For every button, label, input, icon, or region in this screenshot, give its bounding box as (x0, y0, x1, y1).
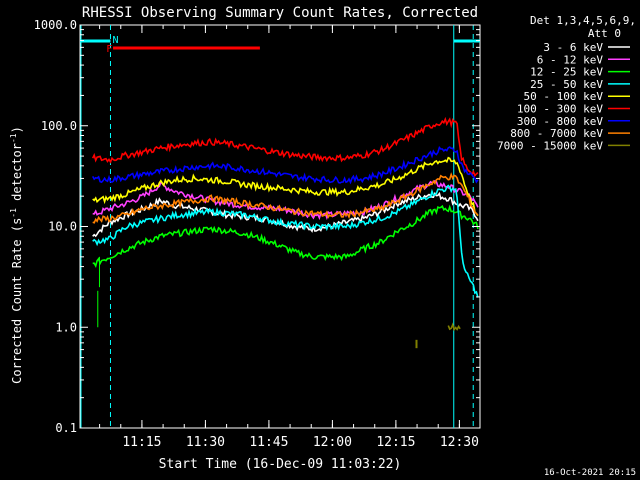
y-axis-label: Corrected Count Rate (s-1 detector-1) (9, 126, 24, 384)
legend-label: 12 - 25 keV (530, 66, 603, 79)
flare-flag-label: F (106, 44, 112, 55)
legend-label: 7000 - 15000 keV (497, 139, 603, 152)
footer-timestamp: 16-Oct-2021 20:15 (544, 468, 636, 478)
y-axis-ticks: 1000.0 100.0 10.0 1.0 0.1 (34, 18, 480, 435)
y-tick-label: 1.0 (55, 320, 77, 334)
legend-label: 300 - 800 keV (517, 115, 603, 128)
legend-label: 50 - 100 keV (524, 90, 604, 103)
series-layer (91, 116, 479, 349)
legend-label: 6 - 12 keV (537, 53, 604, 66)
legend-label: 100 - 300 keV (517, 103, 603, 116)
x-axis-label: Start Time (16-Dec-09 11:03:22) (159, 457, 402, 472)
series-line (92, 184, 479, 298)
x-tick-label: 12:15 (376, 435, 415, 450)
y-axis-label-sup: -1 (9, 133, 18, 143)
legend-header: Att 0 (588, 27, 621, 40)
observing-flags: NF (80, 25, 480, 428)
series-line (92, 179, 479, 221)
series-line (92, 145, 479, 185)
y-tick-label: 0.1 (55, 421, 77, 435)
series-line (92, 156, 479, 217)
series-line (91, 116, 479, 178)
y-axis-label-sup: -1 (9, 208, 18, 218)
series-line (92, 172, 479, 224)
y-tick-label: 100.0 (41, 119, 77, 133)
y-tick-label: 1000.0 (34, 18, 77, 32)
legend-header: Det 1,3,4,5,6,9, (530, 14, 636, 27)
x-tick-label: 11:15 (122, 435, 161, 450)
x-tick-label: 11:30 (186, 435, 225, 450)
x-tick-label: 11:45 (249, 435, 288, 450)
series-line (447, 322, 461, 332)
x-tick-label: 12:00 (313, 435, 352, 450)
y-tick-label: 10.0 (48, 220, 77, 234)
legend-label: 3 - 6 keV (543, 41, 603, 54)
legend-label: 800 - 7000 keV (510, 127, 603, 140)
night-flag-label: N (112, 35, 118, 46)
chart-title: RHESSI Observing Summary Count Rates, Co… (82, 5, 478, 21)
plot-frame (79, 24, 481, 429)
x-axis-ticks: 11:15 11:30 11:45 12:00 12:15 12:30 (99, 25, 479, 450)
series-line (92, 204, 479, 269)
legend-label: 25 - 50 keV (530, 78, 603, 91)
plot-border (79, 24, 481, 429)
x-tick-label: 12:30 (440, 435, 479, 450)
